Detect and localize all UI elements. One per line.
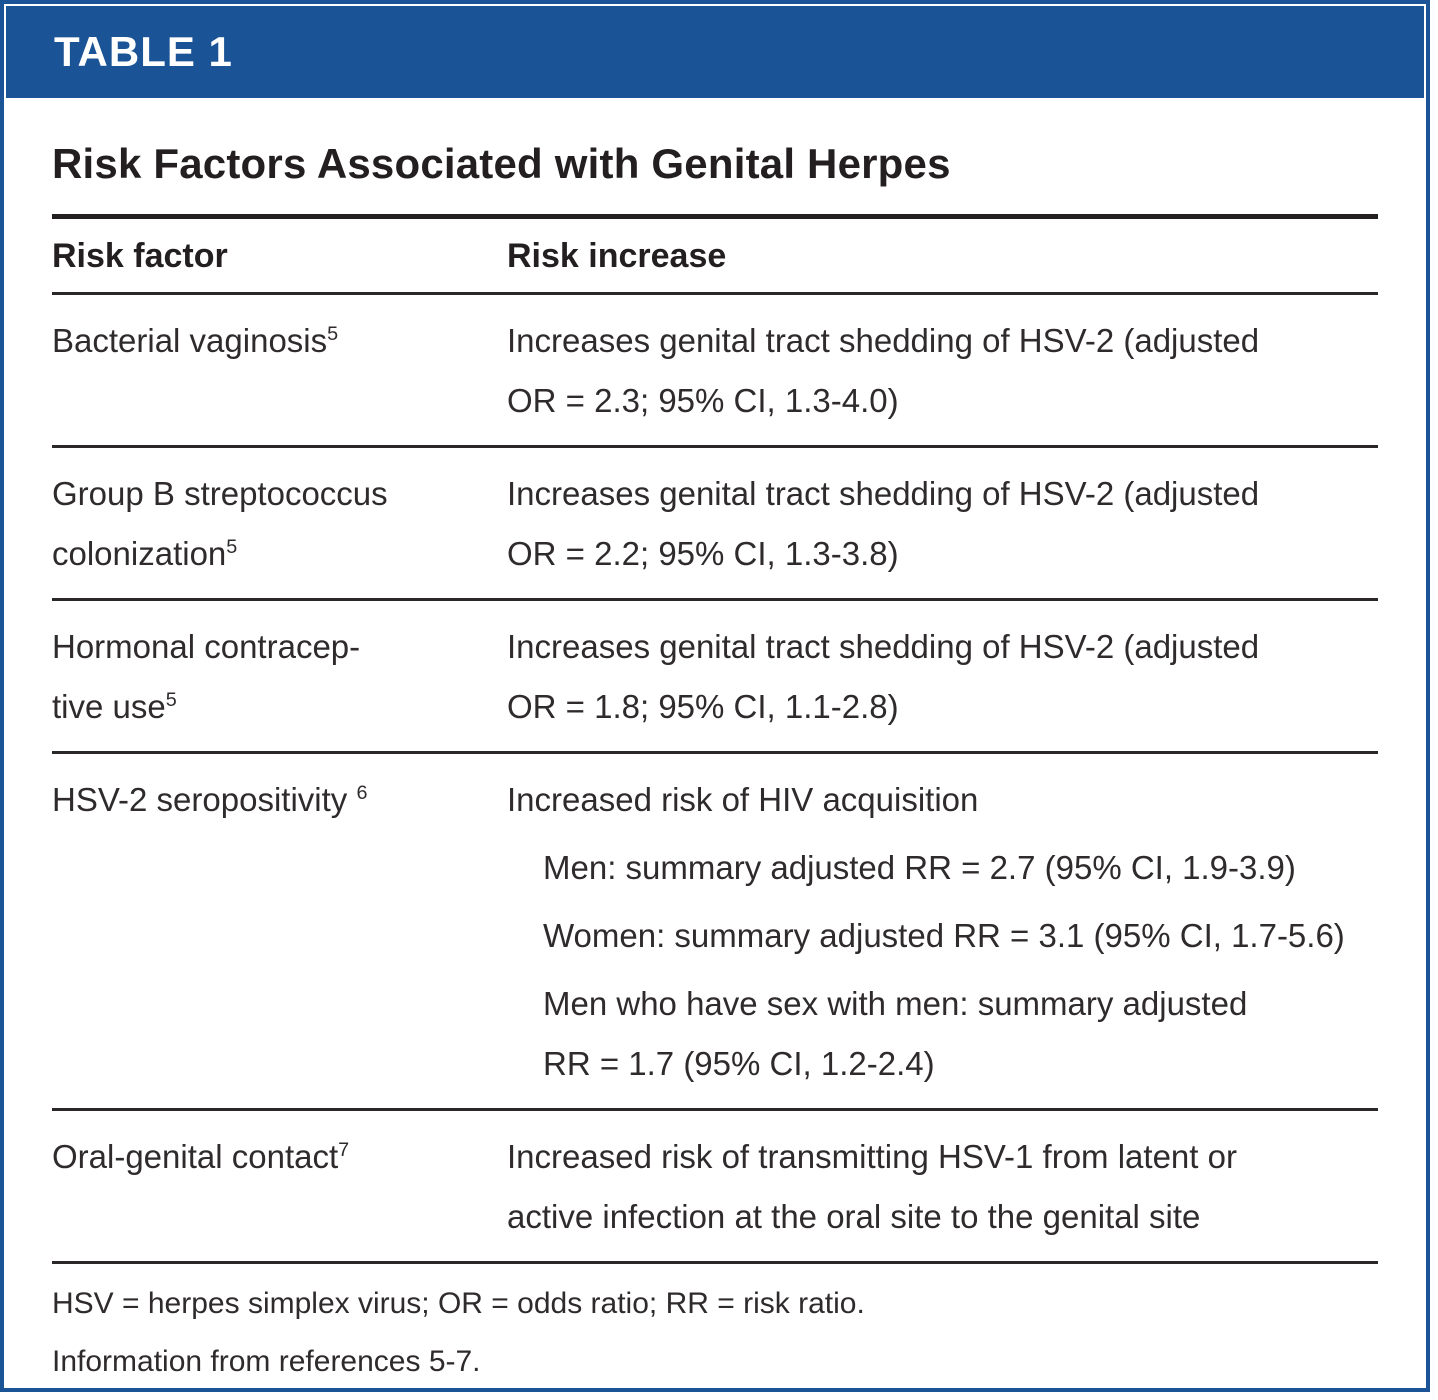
risk-factor-cell: Group B streptococcus colonization5 — [52, 475, 388, 572]
table-row: Oral-genital contact7 Increased risk of … — [52, 1111, 1378, 1264]
table-row: Group B streptococcus colonization5 Incre… — [52, 448, 1378, 601]
column-header-rule — [52, 292, 1378, 295]
risk-factor-cell: Oral-genital contact7 — [52, 1138, 350, 1175]
column-header-risk-factor: Risk factor — [52, 237, 228, 275]
column-header-row: Risk factor Risk increase — [52, 219, 1378, 292]
table-row: Hormonal contracep-tive use5 Increases g… — [52, 601, 1378, 754]
risk-increase-cell: Increases genital tract shedding of HSV-… — [507, 628, 1260, 725]
abbreviations-footnote: HSV = herpes simplex virus; OR = odds ra… — [52, 1287, 865, 1320]
risk-increase-sub-item: Men who have sex with men: summary adjus… — [543, 985, 1248, 1082]
table-content: Risk Factors Associated with Genital Her… — [4, 140, 1426, 1380]
risk-increase-summary: Increased risk of HIV acquisition — [507, 781, 979, 818]
table-footnotes: HSV = herpes simplex virus; OR = odds ra… — [52, 1264, 1378, 1380]
risk-factor-cell: Hormonal contracep-tive use5 — [52, 628, 361, 725]
table-title: Risk Factors Associated with Genital Her… — [52, 140, 951, 187]
reference-superscript: 5 — [327, 323, 339, 345]
risk-factor-cell: HSV-2 seropositivity 6 — [52, 781, 368, 818]
reference-superscript: 5 — [165, 689, 177, 711]
table-row: HSV-2 seropositivity 6 Increased risk of… — [52, 754, 1378, 1111]
risk-increase-cell: Increases genital tract shedding of HSV-… — [507, 322, 1260, 419]
risk-increase-sub-item: Women: summary adjusted RR = 3.1 (95% CI… — [543, 917, 1345, 954]
risk-factor-cell: Bacterial vaginosis5 — [52, 322, 339, 359]
reference-superscript: 7 — [338, 1139, 350, 1161]
risk-increase-sub-item: Men: summary adjusted RR = 2.7 (95% CI, … — [543, 849, 1296, 886]
table-number-label: TABLE 1 — [54, 28, 233, 75]
column-header-risk-increase: Risk increase — [507, 237, 727, 275]
title-rule — [52, 214, 1378, 219]
risk-increase-cell: Increased risk of transmitting HSV-1 fro… — [507, 1138, 1237, 1235]
table-row: Bacterial vaginosis5 Increases genital t… — [52, 295, 1378, 448]
table-header-bar: TABLE 1 — [6, 6, 1424, 98]
reference-superscript: 6 — [356, 782, 368, 804]
risk-increase-cell: Increased risk of HIV acquisition Men: s… — [507, 770, 1378, 1094]
references-footnote: Information from references 5-7. — [52, 1345, 481, 1378]
risk-increase-cell: Increases genital tract shedding of HSV-… — [507, 475, 1260, 572]
reference-superscript: 5 — [226, 536, 238, 558]
